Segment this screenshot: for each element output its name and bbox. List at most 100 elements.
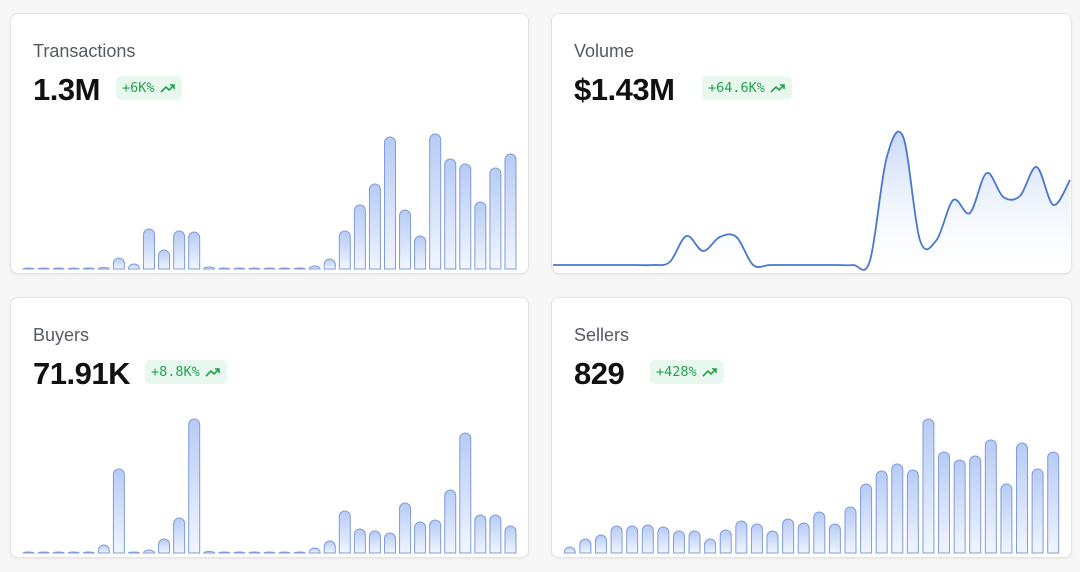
bar [860,483,873,554]
bar [459,163,472,270]
card-value: 1.3M [33,72,100,107]
trending-up-icon [702,368,717,377]
bar [735,520,748,554]
bar [984,439,997,554]
bar [353,204,366,270]
bar [203,266,216,270]
bar [97,544,110,554]
bar [22,551,35,554]
bar [1031,468,1044,554]
bar [278,267,291,270]
bar [750,523,763,554]
bar [563,546,576,554]
bar [112,257,125,270]
bar [173,517,186,554]
change-text: +428% [656,364,697,380]
bar [1000,483,1013,554]
transactions-bar-chart [22,133,517,270]
bar [782,518,795,554]
bar [474,514,487,554]
bar [82,267,95,270]
bar [188,231,201,270]
change-badge: +6K% [116,76,182,100]
bar [293,267,306,270]
card-title: Volume [574,41,635,61]
bar [797,522,810,554]
bar [844,506,857,554]
trending-up-icon [770,84,785,93]
bar [969,455,982,554]
bar [308,265,321,270]
bar [233,267,246,270]
bar [37,267,50,270]
change-badge: +64.6K% [702,76,792,100]
bar [504,525,517,554]
bar [127,263,140,270]
volume-line [553,130,1071,271]
card-title: Buyers [33,325,90,345]
bar [429,133,442,270]
change-text: +8.8K% [151,364,200,380]
volume-card[interactable]: Volume $1.43M +64.6K% [551,13,1072,274]
bar [399,502,412,554]
buyers-card[interactable]: Buyers 71.91K +8.8K% [10,297,529,558]
bar [504,153,517,270]
change-badge: +428% [650,360,724,384]
bar [444,158,457,270]
change-badge: +8.8K% [145,360,227,384]
bar [143,549,156,554]
bar [474,201,487,270]
bar [813,511,826,554]
bar [173,230,186,270]
bar [67,551,80,554]
volume-area-chart [553,130,1071,273]
bar [82,551,95,554]
bar [641,524,654,554]
bar [203,551,216,554]
change-text: +6K% [122,80,155,96]
bar [263,267,276,270]
bar [719,529,732,554]
bar [1016,442,1029,554]
bar [953,459,966,554]
bar [626,525,639,554]
buyers-bar-chart [22,418,517,554]
change-text: +64.6K% [708,80,765,96]
trending-up-icon [205,368,220,377]
bar [368,530,381,554]
bar [704,538,717,554]
bar [278,551,291,554]
bar [308,547,321,554]
sellers-bar-chart [563,418,1060,554]
bar [338,510,351,554]
bar [938,451,951,554]
bar [579,538,592,554]
bar [158,249,171,270]
bar [263,551,276,554]
card-title: Transactions [33,41,136,61]
bar [67,267,80,270]
bar [414,235,427,270]
bar [218,551,231,554]
bar [97,267,110,270]
bar [399,209,412,270]
bar [922,418,935,554]
bar [52,551,65,554]
bar [657,526,670,554]
bar [112,468,125,554]
bar [127,551,140,554]
bar [875,470,888,554]
bar [489,514,502,554]
sellers-card[interactable]: Sellers 829 +428% [551,297,1072,558]
card-value: $1.43M [574,72,675,107]
bar [906,469,919,554]
bar [218,267,231,270]
bar [594,534,607,554]
bar [672,530,685,554]
transactions-card[interactable]: Transactions 1.3M +6K% [10,13,529,274]
bar [383,136,396,270]
bar [459,432,472,554]
bar [338,230,351,270]
bar [891,463,904,554]
bar [610,525,623,554]
